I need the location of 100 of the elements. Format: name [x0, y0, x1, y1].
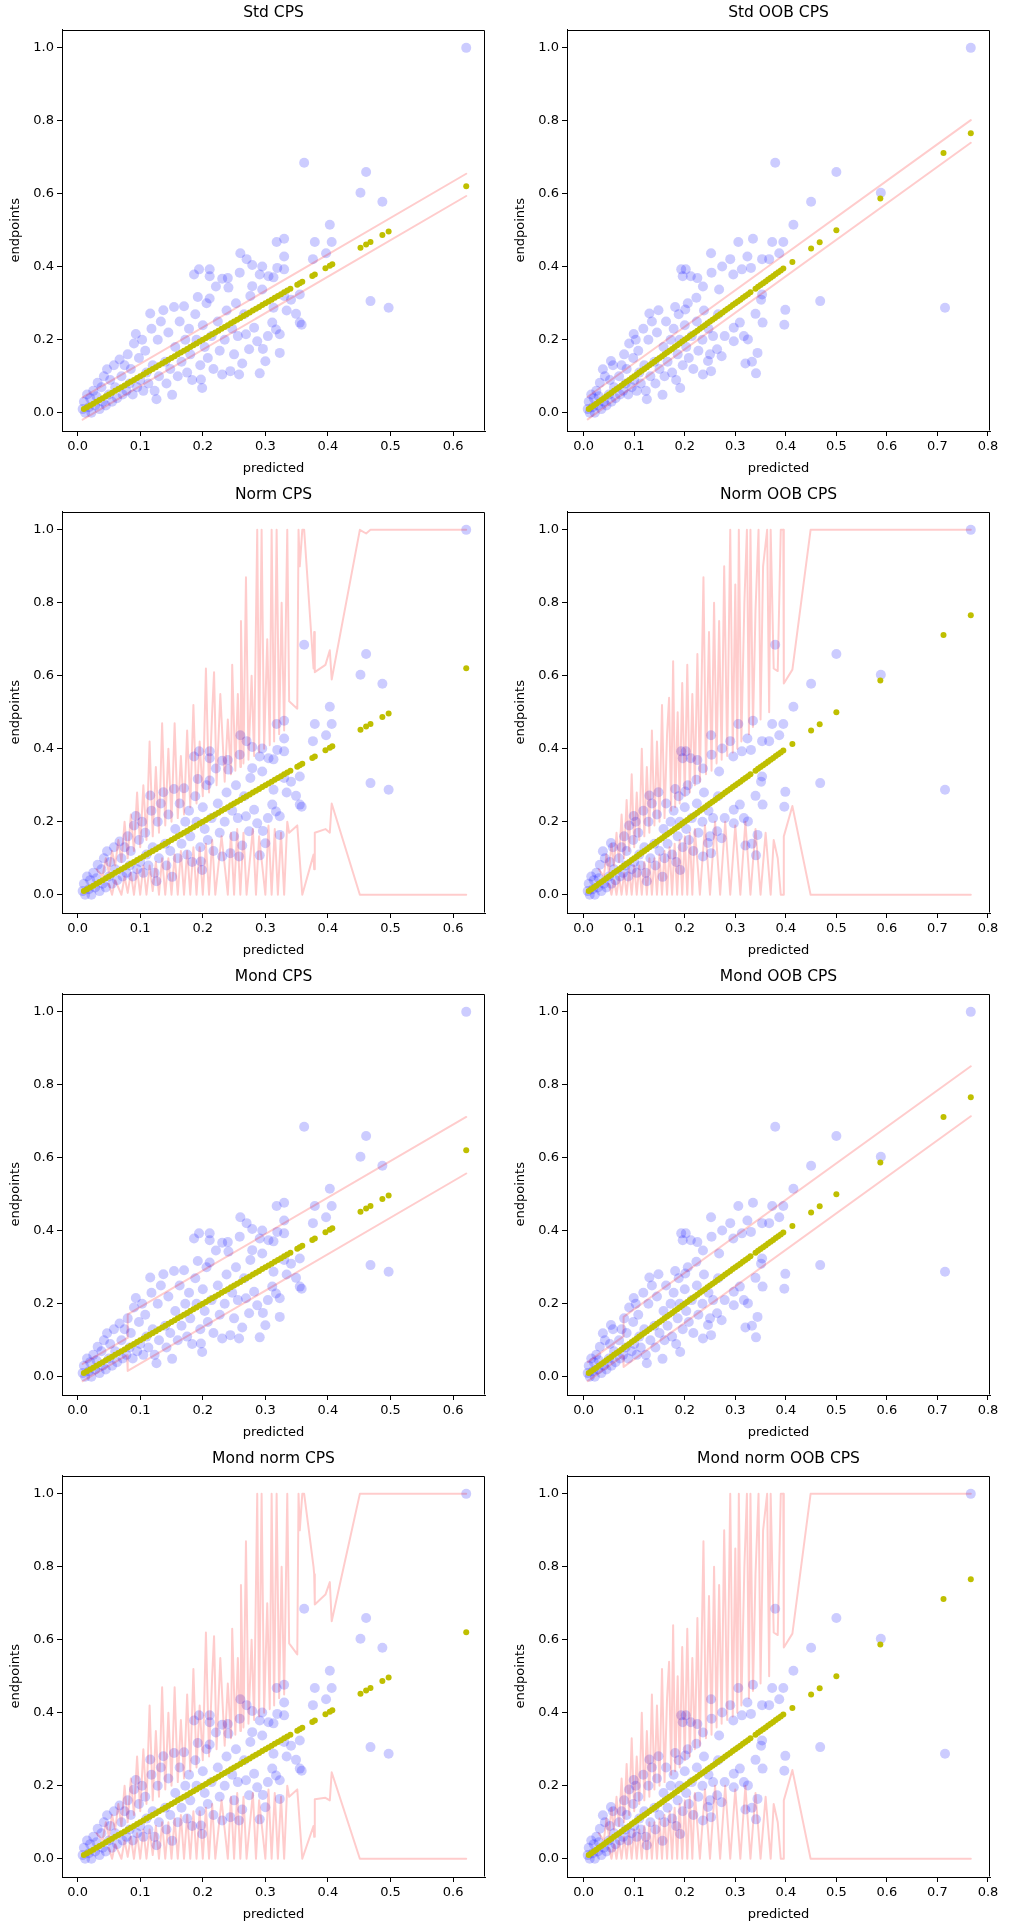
- y-tick-label: 1.0: [538, 1485, 559, 1501]
- y-axis-title: endpoints: [7, 1161, 23, 1227]
- x-tick-label: 0.4: [775, 1884, 797, 1900]
- x-tick-label: 0.1: [623, 1884, 645, 1900]
- y-tick-label: 0.0: [538, 1368, 559, 1384]
- x-tick-label: 0.4: [317, 1884, 339, 1900]
- x-tick-label: 0.6: [442, 1884, 464, 1900]
- y-tick-label: 0.0: [33, 1850, 54, 1866]
- x-tick-label: 0.2: [192, 438, 214, 454]
- y-tick-label: 0.6: [538, 185, 559, 201]
- y-tick-label: 0.6: [538, 667, 559, 683]
- chart-title: Norm CPS: [234, 485, 313, 504]
- y-tick-label: 0.2: [538, 1295, 559, 1311]
- y-tick-label: 0.8: [33, 112, 54, 128]
- y-tick-label: 0.6: [538, 1149, 559, 1165]
- x-tick-label: 0.1: [623, 920, 645, 936]
- y-tick-label: 1.0: [538, 521, 559, 537]
- y-tick-label: 0.2: [33, 331, 54, 347]
- x-tick-label: 0.0: [573, 1884, 595, 1900]
- x-tick-label: 0.6: [442, 438, 464, 454]
- chart-title: Mond norm CPS: [212, 1449, 335, 1468]
- x-tick-label: 0.7: [927, 920, 948, 936]
- y-tick-label: 0.4: [33, 740, 54, 756]
- x-tick-label: 0.8: [977, 1402, 999, 1418]
- x-axis-title: predicted: [747, 1423, 810, 1439]
- chart-title: Mond CPS: [234, 967, 313, 986]
- x-tick-label: 0.1: [129, 1884, 151, 1900]
- y-tick-label: 1.0: [33, 1003, 54, 1019]
- chart-title: Norm OOB CPS: [719, 485, 838, 504]
- y-tick-label: 0.0: [33, 1368, 54, 1384]
- x-axis-title: predicted: [747, 459, 810, 475]
- y-tick-label: 0.0: [538, 886, 559, 902]
- x-tick-label: 0.7: [927, 438, 948, 454]
- x-tick-label: 0.4: [317, 920, 339, 936]
- y-tick-label: 0.4: [538, 1704, 559, 1720]
- x-tick-label: 0.3: [255, 438, 276, 454]
- x-tick-label: 0.0: [573, 920, 595, 936]
- y-tick-label: 0.0: [33, 886, 54, 902]
- y-tick-label: 0.8: [33, 1076, 54, 1092]
- y-tick-label: 0.4: [538, 740, 559, 756]
- y-tick-label: 1.0: [538, 1003, 559, 1019]
- x-tick-label: 0.3: [255, 1884, 276, 1900]
- x-tick-label: 0.6: [876, 920, 898, 936]
- x-tick-label: 0.2: [192, 1402, 214, 1418]
- y-tick-label: 0.8: [33, 1558, 54, 1574]
- x-tick-label: 0.1: [129, 438, 151, 454]
- x-tick-label: 0.5: [380, 1402, 401, 1418]
- y-tick-label: 0.6: [33, 1149, 54, 1165]
- x-tick-label: 0.3: [724, 1402, 746, 1418]
- x-tick-label: 0.0: [67, 920, 88, 936]
- y-tick-label: 0.4: [33, 1222, 54, 1238]
- x-axis-title: predicted: [747, 941, 810, 957]
- y-tick-label: 0.8: [538, 1076, 559, 1092]
- y-tick-label: 0.8: [538, 594, 559, 610]
- x-axis-title: predicted: [747, 1905, 810, 1921]
- x-tick-label: 0.8: [977, 438, 999, 454]
- x-tick-label: 0.5: [380, 438, 401, 454]
- y-tick-label: 0.8: [538, 112, 559, 128]
- x-tick-label: 0.4: [317, 1402, 339, 1418]
- y-tick-label: 0.8: [538, 1558, 559, 1574]
- y-axis-title: endpoints: [512, 1643, 528, 1709]
- x-tick-label: 0.0: [573, 1402, 595, 1418]
- x-tick-label: 0.2: [674, 1884, 696, 1900]
- x-tick-label: 0.0: [67, 1402, 88, 1418]
- y-tick-label: 0.2: [33, 813, 54, 829]
- x-tick-label: 0.6: [442, 920, 464, 936]
- y-tick-label: 0.4: [33, 258, 54, 274]
- x-tick-label: 0.8: [977, 920, 999, 936]
- y-tick-label: 0.2: [538, 331, 559, 347]
- x-tick-label: 0.2: [192, 920, 214, 936]
- y-tick-label: 1.0: [33, 39, 54, 55]
- y-axis-title: endpoints: [7, 1643, 23, 1709]
- y-tick-label: 1.0: [33, 1485, 54, 1501]
- x-tick-label: 0.7: [927, 1402, 948, 1418]
- y-tick-label: 0.4: [538, 1222, 559, 1238]
- x-tick-label: 0.3: [724, 1884, 746, 1900]
- chart-title: Std CPS: [243, 3, 304, 22]
- x-tick-label: 0.5: [380, 920, 401, 936]
- x-tick-label: 0.4: [775, 920, 797, 936]
- x-tick-label: 0.8: [977, 1884, 999, 1900]
- y-tick-label: 0.6: [33, 185, 54, 201]
- y-tick-label: 0.4: [33, 1704, 54, 1720]
- y-tick-label: 0.4: [538, 258, 559, 274]
- x-tick-label: 0.5: [380, 1884, 401, 1900]
- x-tick-label: 0.4: [317, 438, 339, 454]
- x-tick-label: 0.0: [67, 438, 88, 454]
- chart-title: Std OOB CPS: [728, 3, 829, 22]
- y-tick-label: 0.6: [538, 1631, 559, 1647]
- x-axis-title: predicted: [242, 941, 305, 957]
- y-tick-label: 1.0: [33, 521, 54, 537]
- y-tick-label: 0.0: [33, 404, 54, 420]
- x-tick-label: 0.5: [826, 438, 847, 454]
- y-axis-title: endpoints: [512, 1161, 528, 1227]
- y-tick-label: 0.6: [33, 1631, 54, 1647]
- y-tick-label: 1.0: [538, 39, 559, 55]
- y-tick-label: 0.2: [538, 1777, 559, 1793]
- x-tick-label: 0.1: [129, 920, 151, 936]
- y-tick-label: 0.2: [33, 1295, 54, 1311]
- x-tick-label: 0.3: [724, 438, 746, 454]
- x-tick-label: 0.0: [67, 1884, 88, 1900]
